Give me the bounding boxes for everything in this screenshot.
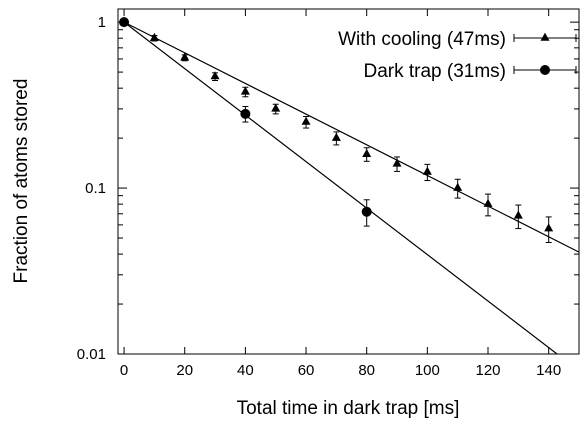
x-tick-label: 80 bbox=[358, 362, 375, 379]
legend-circle-marker bbox=[540, 65, 550, 75]
data-point bbox=[180, 52, 190, 62]
fit-lines bbox=[123, 21, 579, 354]
y-tick-label: 1 bbox=[98, 14, 106, 31]
x-tick-label: 20 bbox=[176, 362, 193, 379]
circle-marker bbox=[361, 206, 372, 217]
x-tick-label: 140 bbox=[536, 362, 561, 379]
x-tick-label: 40 bbox=[237, 362, 254, 379]
circle-marker bbox=[240, 108, 251, 119]
triangle-marker bbox=[180, 52, 190, 61]
triangle-marker bbox=[331, 132, 341, 141]
triangle-marker bbox=[392, 158, 402, 167]
data-point bbox=[422, 163, 432, 182]
x-tick-label: 120 bbox=[475, 362, 500, 379]
x-tick-label: 100 bbox=[415, 362, 440, 379]
data-point bbox=[362, 147, 372, 162]
data-point bbox=[240, 86, 250, 98]
triangle-marker bbox=[240, 86, 250, 95]
legend: With cooling (47ms) Dark trap (31ms) bbox=[338, 29, 577, 82]
triangle-marker bbox=[210, 71, 220, 80]
fit-line-0 bbox=[123, 21, 579, 253]
data-point bbox=[361, 199, 372, 227]
data-point bbox=[331, 131, 341, 146]
plot-frame bbox=[117, 8, 580, 355]
data-point bbox=[453, 178, 463, 199]
data-point bbox=[392, 156, 402, 172]
y-tick-label: 0.1 bbox=[85, 180, 106, 197]
triangle-marker bbox=[149, 32, 159, 41]
data-point bbox=[483, 193, 493, 217]
fit-line-1 bbox=[123, 21, 559, 354]
circle-marker bbox=[119, 17, 130, 28]
data-point bbox=[149, 32, 159, 42]
triangle-marker bbox=[301, 116, 311, 125]
triangle-marker bbox=[513, 210, 523, 219]
x-axis-title: Total time in dark trap [ms] bbox=[237, 398, 460, 419]
legend-label: Dark trap (31ms) bbox=[363, 61, 506, 82]
x-tick-label: 0 bbox=[120, 362, 128, 379]
triangle-marker bbox=[422, 166, 432, 175]
triangle-marker bbox=[271, 103, 281, 112]
triangle-marker bbox=[453, 182, 463, 191]
data-point bbox=[210, 71, 220, 81]
data-point bbox=[544, 216, 554, 243]
legend-triangle-marker bbox=[540, 32, 550, 41]
y-tick-label: 0.01 bbox=[77, 346, 106, 363]
y-tick-labels: 1 0.1 0.01 bbox=[77, 14, 106, 363]
triangle-marker bbox=[362, 148, 372, 157]
triangle-marker bbox=[544, 223, 554, 232]
data-point bbox=[119, 17, 130, 28]
x-tick-label: 60 bbox=[298, 362, 315, 379]
data-point bbox=[240, 106, 251, 123]
data-point bbox=[513, 204, 523, 230]
y-axis-title: Fraction of atoms stored bbox=[11, 79, 32, 284]
triangle-marker bbox=[483, 198, 493, 207]
data-points bbox=[119, 16, 554, 243]
legend-label: With cooling (47ms) bbox=[338, 29, 506, 50]
data-point bbox=[301, 115, 311, 129]
data-point bbox=[271, 103, 281, 115]
x-tick-labels: 0 20 40 60 80 100 120 140 bbox=[120, 362, 561, 379]
